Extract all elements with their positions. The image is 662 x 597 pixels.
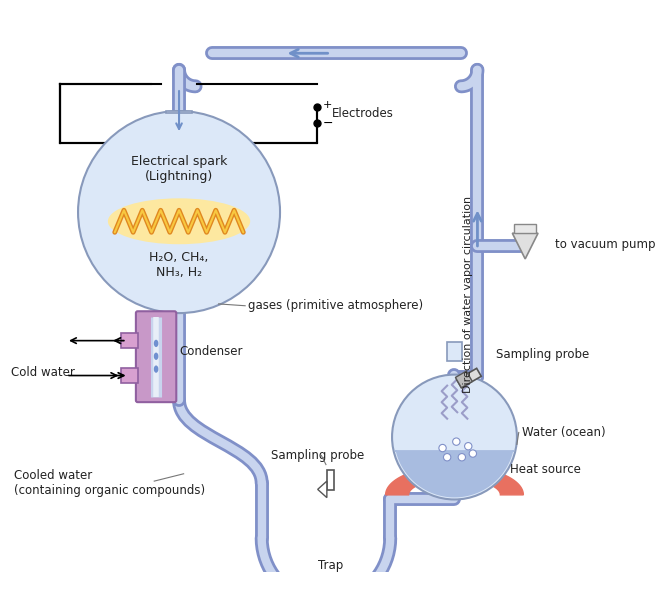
- Circle shape: [439, 444, 446, 452]
- Text: −: −: [323, 116, 334, 130]
- Text: Sampling probe: Sampling probe: [496, 348, 589, 361]
- Text: Cold water: Cold water: [11, 367, 75, 379]
- Text: Heat source: Heat source: [510, 463, 581, 476]
- Bar: [121, 368, 138, 383]
- Bar: [457, 368, 481, 388]
- Text: gases (primitive atmosphere): gases (primitive atmosphere): [248, 299, 423, 312]
- Circle shape: [444, 454, 451, 461]
- FancyBboxPatch shape: [136, 311, 176, 402]
- Text: H₂O, CH₄,
NH₃, H₂: H₂O, CH₄, NH₃, H₂: [150, 251, 209, 279]
- Circle shape: [392, 374, 517, 500]
- Bar: [455, 371, 472, 388]
- Text: Sampling probe: Sampling probe: [271, 449, 364, 462]
- Bar: [121, 333, 138, 348]
- Circle shape: [458, 454, 465, 461]
- Ellipse shape: [154, 365, 158, 373]
- Text: Direction of water vapor circulation: Direction of water vapor circulation: [463, 196, 473, 393]
- Circle shape: [453, 438, 460, 445]
- Text: Water (ocean): Water (ocean): [522, 426, 605, 439]
- Text: Electrodes: Electrodes: [332, 107, 395, 121]
- Circle shape: [465, 442, 472, 450]
- Circle shape: [469, 450, 477, 457]
- Text: Trap: Trap: [318, 559, 343, 572]
- Bar: [327, 470, 334, 490]
- Polygon shape: [512, 233, 538, 259]
- Polygon shape: [318, 481, 327, 498]
- Ellipse shape: [154, 353, 158, 360]
- Bar: [514, 224, 536, 233]
- Bar: [166, 111, 192, 113]
- Text: +: +: [323, 100, 332, 110]
- Circle shape: [78, 111, 280, 313]
- Polygon shape: [395, 451, 514, 497]
- Text: Condenser: Condenser: [179, 345, 242, 358]
- Polygon shape: [386, 466, 524, 495]
- Bar: [447, 343, 462, 361]
- Text: Cooled water
(containing organic compounds): Cooled water (containing organic compoun…: [14, 469, 205, 497]
- Text: Electrical spark
(Lightning): Electrical spark (Lightning): [131, 155, 227, 183]
- Ellipse shape: [108, 198, 250, 244]
- Ellipse shape: [154, 340, 158, 347]
- Text: to vacuum pump: to vacuum pump: [555, 238, 655, 251]
